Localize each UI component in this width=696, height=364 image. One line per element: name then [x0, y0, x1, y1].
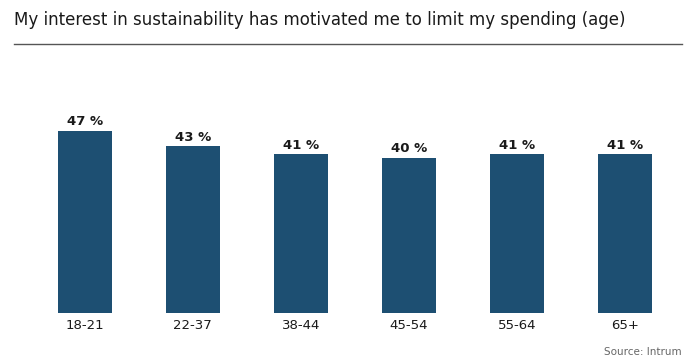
Text: Source: Intrum: Source: Intrum	[604, 347, 682, 357]
Text: 41 %: 41 %	[283, 139, 319, 151]
Bar	[166, 146, 220, 313]
Bar	[599, 154, 652, 313]
Text: 41 %: 41 %	[607, 139, 643, 151]
Bar	[382, 158, 436, 313]
Text: 41 %: 41 %	[499, 139, 535, 151]
Text: My interest in sustainability has motivated me to limit my spending (age): My interest in sustainability has motiva…	[14, 11, 626, 29]
Bar	[490, 154, 544, 313]
Text: 47 %: 47 %	[67, 115, 103, 128]
Text: 43 %: 43 %	[175, 131, 211, 144]
Bar	[58, 131, 111, 313]
Text: 40 %: 40 %	[391, 142, 427, 155]
Bar	[274, 154, 328, 313]
